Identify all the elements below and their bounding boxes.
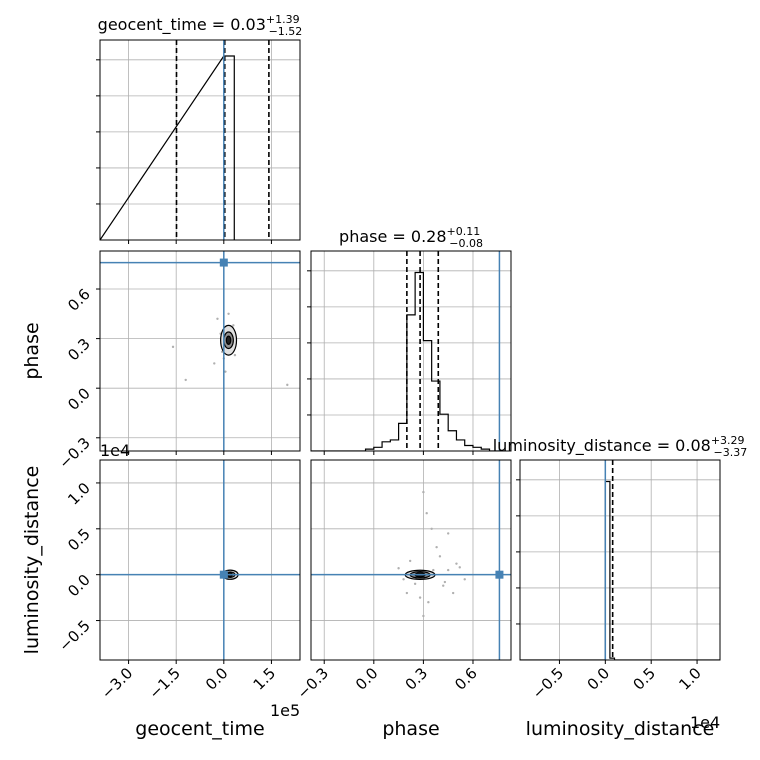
x-tick-label: 1.5	[250, 664, 280, 694]
panel-geocent_time_phase	[100, 251, 300, 451]
y-tick-label: 0.6	[64, 285, 94, 315]
histogram-luminosity_distance	[520, 480, 720, 660]
truth-marker	[495, 570, 504, 579]
scatter-point	[224, 370, 227, 373]
panel-luminosity_distance-frame	[519, 459, 721, 661]
scatter-point	[227, 312, 230, 316]
scatter-point	[443, 580, 447, 584]
scatter-point	[446, 532, 450, 535]
scatter-point	[184, 378, 187, 382]
panel-phase_luminosity_distance-frame	[310, 459, 512, 661]
panel-phase-hist	[311, 251, 511, 451]
x-tick-label: −3.0	[98, 664, 136, 702]
scatter-point	[442, 584, 445, 587]
panel-luminosity_distance-hist	[520, 460, 720, 660]
scatter-point	[213, 362, 216, 365]
panel-title-luminosity_distance: luminosity_distance = 0.08+3.29 −3.37	[493, 434, 748, 459]
scatter-point	[438, 555, 442, 558]
panel-geocent_time-hist	[100, 40, 300, 240]
panel-title-phase: phase = 0.28+0.11 −0.08	[339, 225, 483, 250]
scatter-point	[422, 490, 425, 494]
x-tick-label: 0.5	[629, 664, 659, 694]
y-tick-label: −0.3	[55, 434, 93, 472]
scatter-point	[451, 591, 455, 595]
scatter-point	[232, 324, 235, 327]
panel-title-geocent_time: geocent_time = 0.03+1.39 −1.52	[98, 13, 303, 38]
scatter-point	[435, 545, 438, 549]
scatter-point	[446, 568, 450, 572]
scatter-point	[402, 578, 405, 581]
y-tick-label: 0.5	[64, 525, 94, 555]
panel-geocent_time_luminosity_distance	[100, 460, 300, 660]
x-tick-label: 0.0	[202, 664, 232, 694]
x-axis-label-phase: phase	[382, 718, 439, 740]
scatter-point	[405, 591, 409, 595]
offset-text-luminosity_distance-y: 1e4	[100, 441, 130, 460]
x-tick-label: 0.3	[402, 664, 432, 694]
scatter-point	[430, 527, 433, 531]
x-tick-label: 1.0	[675, 664, 705, 694]
x-axis-label-luminosity_distance: luminosity_distance	[526, 718, 715, 740]
panel-phase-frame	[310, 250, 512, 452]
y-tick-label: 1.0	[64, 479, 94, 509]
x-tick-label: 0.6	[451, 664, 481, 694]
x-tick-label: −0.5	[529, 664, 567, 702]
panel-phase_luminosity_distance	[311, 460, 511, 660]
y-tick-label: 0.0	[64, 571, 94, 601]
x-tick-label: −0.3	[294, 664, 332, 702]
scatter-point	[418, 596, 422, 599]
scatter-point	[463, 578, 466, 581]
scatter-point	[171, 345, 175, 349]
truth-marker	[219, 570, 228, 579]
scatter-point	[286, 383, 289, 387]
y-tick-label: −0.5	[55, 617, 93, 655]
scatter-point	[233, 353, 237, 357]
x-tick-label: 0.0	[352, 664, 382, 694]
y-axis-label-luminosity_distance: luminosity_distance	[21, 466, 43, 655]
x-tick-label: 0.0	[584, 664, 614, 694]
x-axis-label-geocent_time: geocent_time	[135, 718, 264, 740]
histogram-geocent_time	[100, 55, 235, 240]
x-tick-label: −1.5	[146, 664, 184, 702]
scatter-point	[458, 566, 461, 569]
scatter-point	[427, 601, 430, 604]
scatter-point	[413, 582, 417, 586]
scatter-point	[408, 559, 412, 563]
scatter-point	[455, 562, 458, 565]
density-contour	[225, 335, 232, 345]
y-tick-label: 0.3	[64, 335, 94, 365]
scatter-point	[422, 614, 425, 618]
truth-marker	[219, 258, 228, 267]
panel-geocent_time_luminosity_distance-frame	[99, 459, 301, 661]
panel-geocent_time-frame	[99, 39, 301, 241]
offset-text-geocent_time: 1e5	[270, 701, 300, 720]
panel-geocent_time_phase-frame	[99, 250, 301, 452]
y-tick-label: 0.0	[64, 384, 94, 414]
scatter-point	[216, 317, 219, 320]
scatter-point	[432, 568, 435, 572]
scatter-point	[425, 512, 428, 515]
y-axis-label-phase: phase	[21, 322, 43, 379]
scatter-point	[397, 567, 400, 570]
histogram-phase	[311, 271, 507, 451]
offset-text-luminosity_distance-x: 1e4	[690, 713, 720, 732]
